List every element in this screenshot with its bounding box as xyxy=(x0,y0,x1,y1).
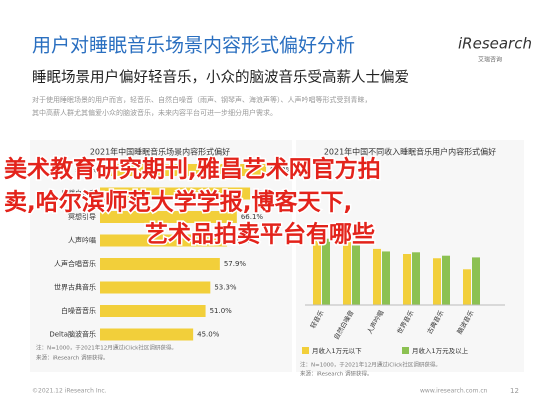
bar xyxy=(403,254,411,305)
logo-sub: 艾瑞咨询 xyxy=(478,56,502,64)
legend-swatch xyxy=(402,347,409,354)
note: 注：N=1000，于2021年12月通过iClick社区调研获得。 xyxy=(300,361,441,369)
value-label: 66.1% xyxy=(241,213,264,221)
bar xyxy=(382,251,390,305)
value-label: 51.0% xyxy=(210,307,233,315)
bar xyxy=(100,328,194,341)
value-label: 45.0% xyxy=(197,331,220,339)
site: www.iresearch.com.cn xyxy=(420,388,488,395)
value-label: 80.2% xyxy=(270,166,293,174)
bar-label: Delta脑波音乐 xyxy=(49,330,96,339)
bar xyxy=(100,281,211,294)
chart-title: 2021年中国不同收入睡眠音乐用户内容形式偏好 xyxy=(324,147,496,157)
bar xyxy=(100,258,220,270)
bar-label: 冥想引导 xyxy=(68,212,96,221)
note: 注：N=1000，于2021年12月通过iClick社区调研获得。 xyxy=(36,344,177,352)
source: 来源：iResearch 调研获得。 xyxy=(300,370,373,378)
bar xyxy=(352,245,360,305)
paragraph: 其中高薪人群尤其偏爱小众的脑波音乐，未来内容平台可进一步细分用户需求。 xyxy=(32,108,277,117)
bar-label: 人声合唱音乐 xyxy=(54,259,96,268)
bar xyxy=(463,269,471,305)
overlay-text: 美术教育研究期刊,雅昌艺术网官方拍 xyxy=(4,156,381,183)
bar xyxy=(100,164,267,176)
bar xyxy=(100,211,237,223)
title: 用户对睡眠音乐场景内容形式偏好分析 xyxy=(32,35,355,57)
bar xyxy=(442,255,450,305)
value-label: 72.5% xyxy=(254,190,277,198)
value-label: 57.9% xyxy=(224,260,247,268)
logo: iResearch xyxy=(458,35,532,53)
legend-label: 月收入1万元及以上 xyxy=(412,346,469,355)
bar xyxy=(433,258,441,305)
subtitle: 睡眠场景用户偏好轻音乐，小众的脑波音乐受高薪人士偏爱 xyxy=(32,69,409,86)
left-chart: 轻音乐 80.2% 自然白噪音 72.5% 冥想引导 66.1% 人声吟唱 61.4% 人声合唱… xyxy=(49,164,293,341)
copyright: ©2021.12 iResearch Inc. xyxy=(32,388,107,395)
bar-label: 白噪音音乐 xyxy=(61,306,96,315)
bar-label: 人声吟唱 xyxy=(68,236,96,245)
overlay-text: 卖,哈尔滨师范大学学报,博客天下, xyxy=(4,189,352,216)
bar xyxy=(412,252,420,305)
bar xyxy=(313,235,321,305)
paragraph: 对于使用睡眠场景的用户而言，轻音乐、自然白噪音（雨声、钢琴声、海浪声等）、人声吟… xyxy=(32,95,372,104)
bar-label: 世界古典音乐 xyxy=(54,283,96,292)
overlay-text: 艺术品拍卖平台有哪些 xyxy=(145,221,375,248)
bar xyxy=(322,238,330,305)
value-label: 61.4% xyxy=(231,237,254,245)
bar xyxy=(373,248,381,305)
bar xyxy=(100,234,228,247)
bar-label: 轻音乐 xyxy=(75,165,96,174)
value-label: 53.3% xyxy=(214,284,237,292)
bar xyxy=(100,305,206,317)
legend-label: 月收入1万元以下 xyxy=(312,346,362,355)
bar xyxy=(100,187,251,200)
chart-title: 2021年中国睡眠音乐场景内容形式偏好 xyxy=(90,147,230,157)
legend-swatch xyxy=(302,347,309,354)
bar xyxy=(472,257,480,305)
page-number: 12 xyxy=(510,387,519,395)
source: 来源：iResearch 调研获得。 xyxy=(36,354,109,362)
bar xyxy=(343,242,351,305)
bar-label: 自然白噪音 xyxy=(61,189,96,198)
